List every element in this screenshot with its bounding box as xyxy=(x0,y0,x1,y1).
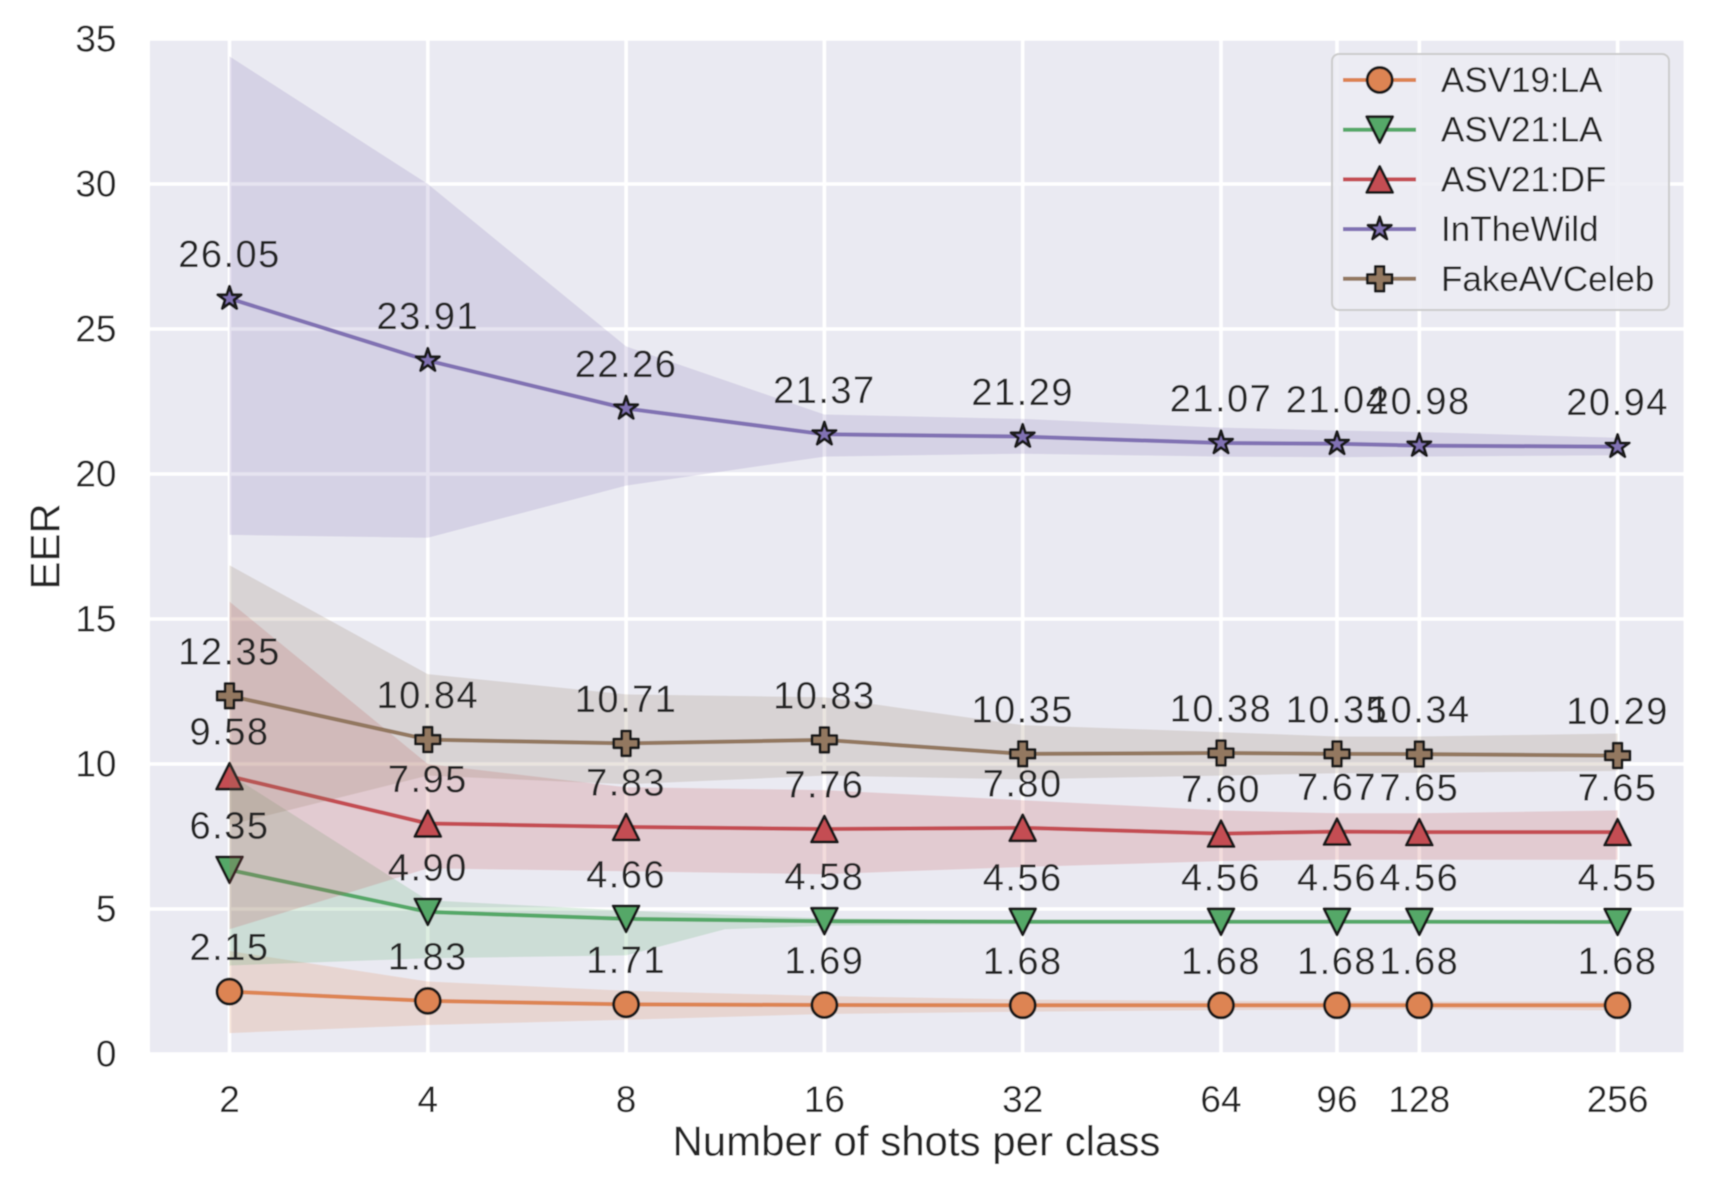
svg-text:7.80: 7.80 xyxy=(983,763,1063,805)
svg-text:6.35: 6.35 xyxy=(190,805,270,847)
svg-text:20.98: 20.98 xyxy=(1368,381,1471,423)
svg-text:9.58: 9.58 xyxy=(190,712,270,754)
svg-text:4.56: 4.56 xyxy=(983,857,1063,899)
svg-text:10.71: 10.71 xyxy=(575,679,678,721)
svg-text:7.65: 7.65 xyxy=(1578,768,1658,810)
svg-text:2: 2 xyxy=(219,1079,240,1120)
svg-text:10.35: 10.35 xyxy=(1286,689,1389,731)
svg-text:10.35: 10.35 xyxy=(971,689,1074,731)
svg-text:ASV19:LA: ASV19:LA xyxy=(1441,61,1603,100)
svg-text:15: 15 xyxy=(75,599,116,640)
svg-text:25: 25 xyxy=(75,309,116,350)
svg-text:20.94: 20.94 xyxy=(1566,382,1669,424)
svg-text:96: 96 xyxy=(1316,1079,1357,1120)
svg-text:1.83: 1.83 xyxy=(388,936,468,978)
svg-text:10.38: 10.38 xyxy=(1170,689,1273,731)
svg-text:30: 30 xyxy=(75,164,116,205)
svg-text:10.34: 10.34 xyxy=(1368,690,1471,732)
svg-text:4.58: 4.58 xyxy=(784,857,864,899)
svg-text:8: 8 xyxy=(616,1079,637,1120)
svg-text:4: 4 xyxy=(418,1079,439,1120)
svg-text:26.05: 26.05 xyxy=(178,234,281,276)
svg-text:4.56: 4.56 xyxy=(1181,857,1261,899)
svg-text:10.29: 10.29 xyxy=(1566,691,1669,733)
svg-text:7.76: 7.76 xyxy=(784,765,864,807)
svg-text:21.29: 21.29 xyxy=(971,372,1074,414)
svg-text:4.56: 4.56 xyxy=(1297,857,1377,899)
svg-text:256: 256 xyxy=(1587,1079,1649,1120)
svg-text:4.90: 4.90 xyxy=(388,847,468,889)
svg-text:12.35: 12.35 xyxy=(178,631,281,673)
svg-text:10.84: 10.84 xyxy=(377,675,480,717)
svg-text:16: 16 xyxy=(804,1079,845,1120)
svg-text:22.26: 22.26 xyxy=(575,344,678,386)
svg-text:10.83: 10.83 xyxy=(773,675,876,717)
svg-text:128: 128 xyxy=(1388,1079,1450,1120)
svg-text:2.15: 2.15 xyxy=(190,927,270,969)
svg-text:10: 10 xyxy=(75,744,116,785)
svg-text:ASV21:LA: ASV21:LA xyxy=(1441,111,1603,150)
svg-text:7.60: 7.60 xyxy=(1181,769,1261,811)
svg-text:5: 5 xyxy=(96,889,117,930)
svg-text:1.68: 1.68 xyxy=(983,941,1063,983)
svg-text:35: 35 xyxy=(75,19,116,60)
svg-text:EER: EER xyxy=(22,503,69,589)
svg-text:1.68: 1.68 xyxy=(1297,941,1377,983)
svg-text:FakeAVCeleb: FakeAVCeleb xyxy=(1441,260,1654,299)
svg-text:InTheWild: InTheWild xyxy=(1441,210,1599,249)
svg-text:1.71: 1.71 xyxy=(586,940,666,982)
svg-text:4.66: 4.66 xyxy=(586,854,666,896)
svg-text:4.56: 4.56 xyxy=(1379,857,1459,899)
svg-text:1.68: 1.68 xyxy=(1379,941,1459,983)
svg-text:23.91: 23.91 xyxy=(377,296,480,338)
svg-text:1.68: 1.68 xyxy=(1578,941,1658,983)
svg-text:Number of shots per class: Number of shots per class xyxy=(672,1118,1160,1165)
svg-text:7.95: 7.95 xyxy=(388,759,468,801)
svg-text:7.83: 7.83 xyxy=(586,762,666,804)
svg-text:64: 64 xyxy=(1200,1079,1241,1120)
svg-text:32: 32 xyxy=(1002,1079,1043,1120)
svg-text:20: 20 xyxy=(75,454,116,495)
svg-text:7.67: 7.67 xyxy=(1297,767,1377,809)
svg-text:7.65: 7.65 xyxy=(1379,768,1459,810)
svg-text:1.68: 1.68 xyxy=(1181,941,1261,983)
svg-text:4.55: 4.55 xyxy=(1578,858,1658,900)
svg-text:0: 0 xyxy=(96,1034,117,1075)
svg-text:ASV21:DF: ASV21:DF xyxy=(1441,160,1606,199)
svg-text:21.37: 21.37 xyxy=(773,370,876,412)
svg-text:1.69: 1.69 xyxy=(784,941,864,983)
svg-text:21.04: 21.04 xyxy=(1286,379,1389,421)
svg-text:21.07: 21.07 xyxy=(1170,379,1273,421)
